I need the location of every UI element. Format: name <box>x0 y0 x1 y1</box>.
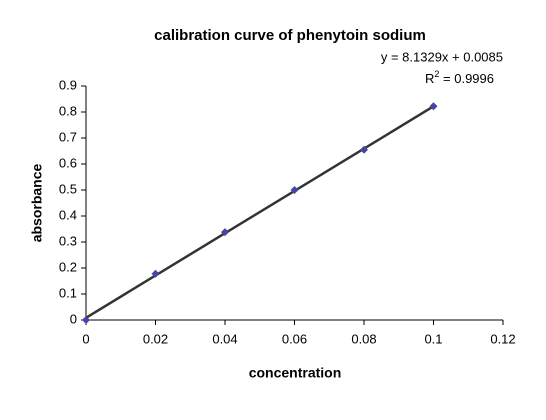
y-tick-label: 0 <box>70 311 77 326</box>
y-tick-label: 0.6 <box>59 155 77 170</box>
r-squared-symbol: R <box>425 71 434 86</box>
y-tick-label: 0.2 <box>59 259 77 274</box>
data-point <box>429 102 438 111</box>
y-tick-label: 0.3 <box>59 233 77 248</box>
data-point <box>82 316 90 324</box>
data-point <box>221 228 229 237</box>
x-tick-label: 0.1 <box>424 331 442 346</box>
r-squared-exponent: 2 <box>434 69 439 79</box>
x-tick-label: 0.04 <box>212 331 237 346</box>
x-tick-label: 0.08 <box>351 331 376 346</box>
data-point <box>290 186 299 194</box>
x-tick-label: 0.06 <box>282 331 307 346</box>
data-point <box>360 145 368 154</box>
trendline-equation: y = 8.1329x + 0.0085 <box>381 49 503 64</box>
x-tick-label: 0.02 <box>143 331 168 346</box>
x-tick-label: 0.12 <box>490 331 515 346</box>
y-axis-title: absorbance <box>29 163 45 242</box>
y-tick-label: 0.1 <box>59 285 77 300</box>
x-axis-title: concentration <box>249 365 342 381</box>
y-tick-label: 0.9 <box>59 77 77 92</box>
r-squared-value: = 0.9996 <box>439 71 494 86</box>
x-tick-label: 0 <box>82 331 89 346</box>
chart-title: calibration curve of phenytoin sodium <box>154 27 426 44</box>
r-squared: R2 = 0.9996 <box>425 69 494 86</box>
y-tick-label: 0.8 <box>59 103 77 118</box>
y-tick-label: 0.5 <box>59 181 77 196</box>
data-point <box>151 269 160 278</box>
trendline <box>85 105 435 319</box>
y-tick-label: 0.7 <box>59 129 77 144</box>
y-tick-label: 0.4 <box>59 207 77 222</box>
